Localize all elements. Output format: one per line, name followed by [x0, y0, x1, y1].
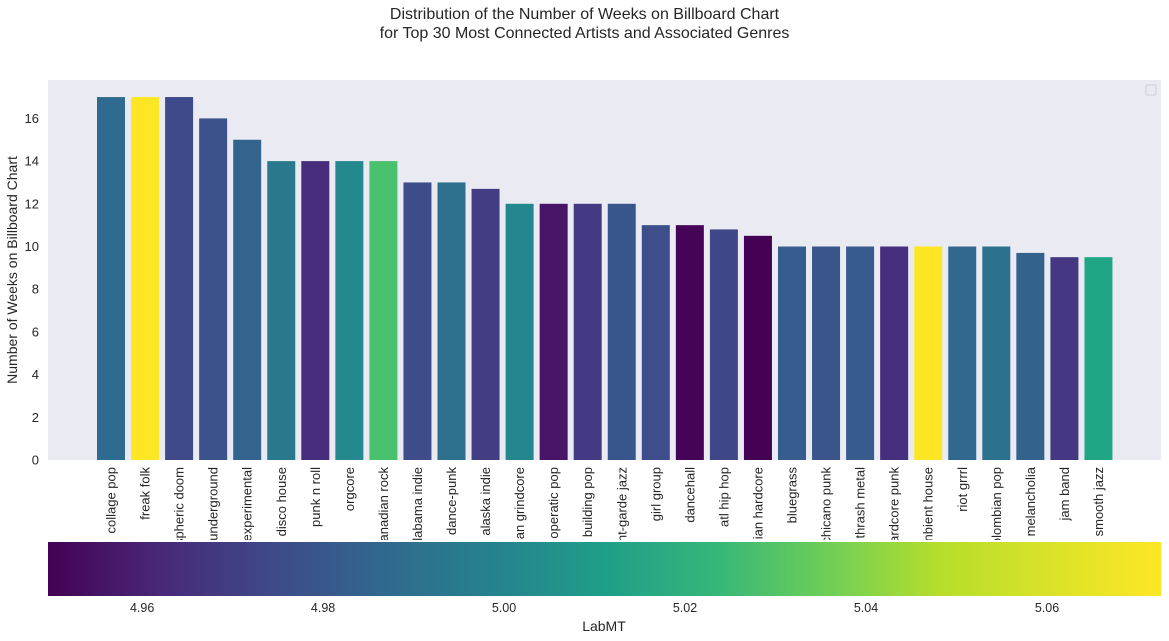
bar	[675, 225, 704, 460]
x-tick-label: nbient house	[921, 467, 936, 541]
x-tick-label: girl group	[648, 467, 663, 521]
y-tick-label: 2	[32, 410, 39, 425]
colorbar-tick-label: 5.06	[1035, 601, 1059, 615]
bar	[812, 246, 841, 460]
bar	[233, 139, 262, 460]
chart-title: Distribution of the Number of Weeks on B…	[0, 5, 1169, 43]
x-tick-label: chicano punk	[819, 467, 834, 544]
x-tick-label: anadian rock	[376, 467, 391, 542]
bars-group	[97, 97, 1113, 461]
x-tick-label: spheric doom	[172, 467, 187, 545]
x-tick-label: alaska indie	[478, 467, 493, 536]
legend-box	[1145, 84, 1157, 96]
colorbar-tick-label: 5.00	[492, 601, 516, 615]
x-tick-label: bluegrass	[785, 467, 800, 524]
bar	[573, 203, 602, 461]
bar	[97, 97, 125, 461]
colorbar-tick-label: 5.04	[854, 601, 878, 615]
x-tick-label: collage pop	[104, 467, 119, 534]
bar	[1050, 257, 1079, 460]
bar	[335, 161, 364, 460]
x-tick-label: disco house	[274, 467, 289, 536]
colorbar-label: LabMT	[582, 618, 626, 634]
bar	[607, 203, 636, 461]
x-tick-label: ardcore punk	[887, 467, 902, 543]
x-axis: collage pop freak folk spheric doom undergr…	[104, 466, 1106, 545]
y-tick-label: 6	[32, 324, 39, 339]
x-tick-label: jam band	[1057, 467, 1072, 521]
x-tick-label: punk n roll	[308, 467, 323, 527]
x-tick-label: dance-punk	[444, 467, 459, 535]
bar	[131, 97, 160, 461]
y-tick-label: 16	[25, 111, 39, 126]
bar	[982, 246, 1011, 460]
bar	[846, 246, 875, 460]
colorbar-tick-label: 5.02	[673, 601, 697, 615]
colorbar-tick-label: 4.96	[130, 601, 154, 615]
y-axis-label: Number of Weeks on Billboard Chart	[4, 156, 20, 384]
y-tick-label: 12	[25, 196, 39, 211]
bar	[880, 246, 909, 460]
x-tick-label: ian hardcore	[750, 467, 765, 539]
bar	[437, 182, 466, 460]
bar	[914, 246, 943, 460]
y-tick-label: 14	[25, 154, 39, 169]
x-tick-label: an grindcore	[512, 467, 527, 539]
bar	[778, 246, 806, 460]
bar	[199, 118, 228, 461]
bar	[539, 203, 568, 461]
x-tick-label: orgcore	[342, 467, 357, 511]
x-tick-label: thrash metal	[853, 467, 868, 539]
x-tick-label: freak folk	[138, 467, 153, 520]
x-tick-label: underground	[206, 467, 221, 541]
x-tick-label: experimental	[240, 467, 255, 542]
x-tick-label: nt-garde jazz	[614, 467, 629, 542]
x-tick-label: building pop	[580, 467, 595, 537]
x-tick-label: riot grrrl	[955, 467, 970, 512]
bar	[301, 161, 330, 460]
bar	[1084, 257, 1113, 460]
bar	[403, 182, 432, 460]
colorbar-ticks: 4.96 4.98 5.00 5.02 5.04 5.06	[130, 601, 1059, 615]
bar	[165, 97, 194, 461]
bar	[369, 161, 398, 460]
bar	[948, 246, 977, 460]
x-tick-label: olombian pop	[989, 467, 1004, 545]
chart-title-line2: for Top 30 Most Connected Artists and As…	[379, 25, 790, 42]
y-tick-label: 8	[32, 282, 39, 297]
bar	[1016, 252, 1045, 460]
x-tick-label: operatic pop	[546, 467, 561, 539]
bar	[505, 203, 534, 461]
x-tick-label: melancholia	[1023, 466, 1038, 536]
colorbar	[48, 542, 1161, 596]
y-tick-label: 4	[32, 367, 39, 382]
bar	[743, 235, 772, 460]
y-tick-label: 10	[25, 239, 39, 254]
bar	[471, 188, 500, 461]
bar	[267, 161, 296, 460]
bar	[709, 229, 738, 460]
y-axis: 0 2 4 6 8 10 12 14 16	[25, 111, 39, 468]
y-tick-label: 0	[32, 453, 39, 468]
x-tick-label: smooth jazz	[1091, 467, 1106, 536]
x-tick-label: atl hip hop	[716, 467, 731, 527]
x-tick-label: labama indie	[410, 467, 425, 541]
x-tick-label: dancehall	[682, 467, 697, 523]
colorbar-tick-label: 4.98	[311, 601, 335, 615]
chart-title-line1: Distribution of the Number of Weeks on B…	[389, 6, 780, 23]
bar	[641, 225, 670, 460]
